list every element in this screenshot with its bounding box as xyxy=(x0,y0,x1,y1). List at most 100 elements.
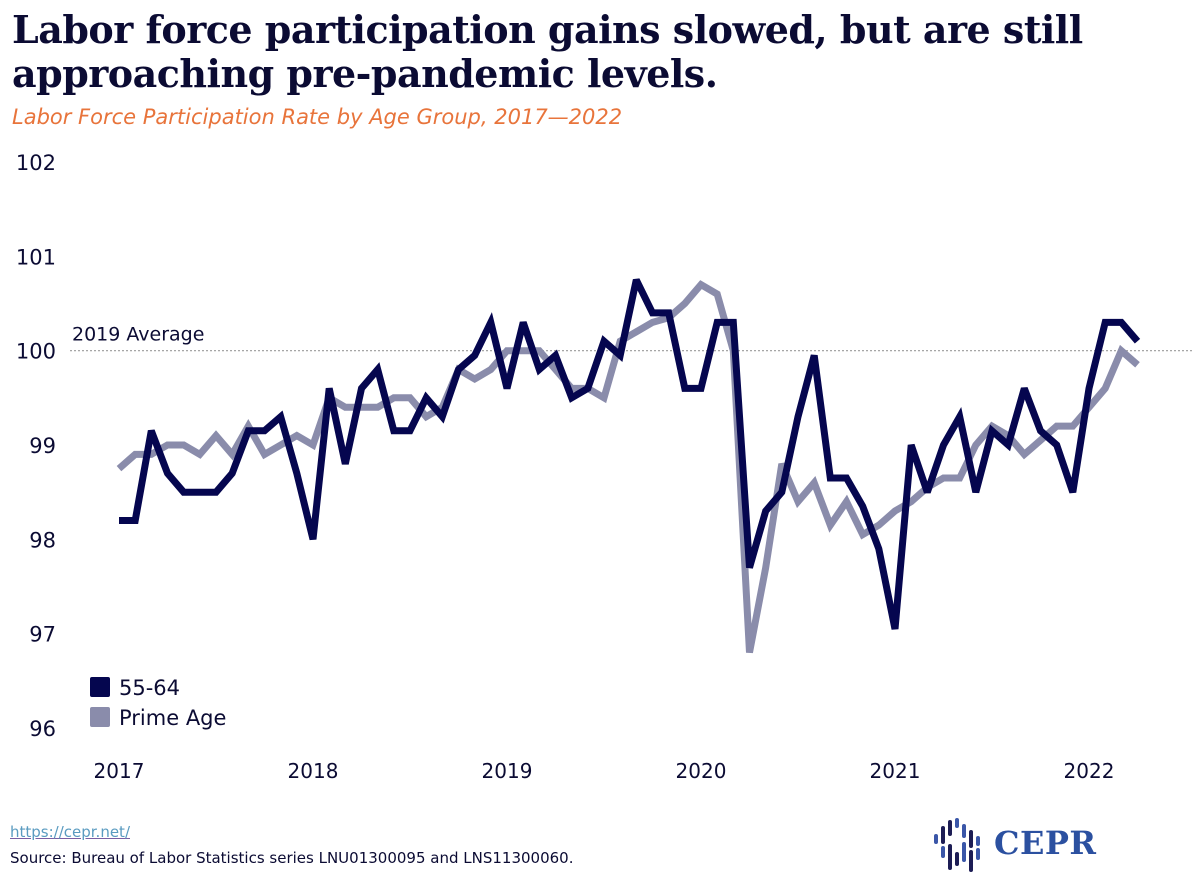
data-point-55-64 xyxy=(1022,386,1026,390)
data-point-55-64 xyxy=(602,339,606,343)
cepr-bars-logo-icon xyxy=(934,818,980,872)
data-point-prime-age xyxy=(214,434,218,438)
cepr-logo-text: CEPR xyxy=(994,824,1097,862)
y-tick-label: 102 xyxy=(16,151,56,175)
data-point-prime-age xyxy=(263,452,267,456)
legend-label-prime-age: Prime Age xyxy=(119,706,226,730)
data-point-prime-age xyxy=(182,443,186,447)
data-point-55-64 xyxy=(974,490,978,494)
data-point-55-64 xyxy=(796,415,800,419)
data-point-55-64 xyxy=(1071,490,1075,494)
cepr-link[interactable]: https://cepr.net/ xyxy=(10,823,130,841)
data-point-prime-age xyxy=(230,452,234,456)
x-tick-label: 2019 xyxy=(482,759,533,783)
data-point-55-64 xyxy=(537,368,541,372)
legend-label-55-64: 55-64 xyxy=(119,676,180,700)
data-point-prime-age xyxy=(1103,386,1107,390)
data-point-prime-age xyxy=(1022,452,1026,456)
data-point-prime-age xyxy=(893,509,897,513)
data-point-55-64 xyxy=(958,415,962,419)
data-point-prime-age xyxy=(133,452,137,456)
data-point-prime-age xyxy=(295,434,299,438)
data-point-55-64 xyxy=(651,311,655,315)
data-point-55-64 xyxy=(861,504,865,508)
data-point-prime-age xyxy=(1071,424,1075,428)
data-point-prime-age xyxy=(1119,349,1123,353)
data-point-55-64 xyxy=(408,429,412,433)
data-point-prime-age xyxy=(715,292,719,296)
data-point-55-64 xyxy=(246,429,250,433)
data-point-55-64 xyxy=(909,443,913,447)
data-point-55-64 xyxy=(327,386,331,390)
data-point-55-64 xyxy=(731,320,735,324)
data-point-55-64 xyxy=(925,490,929,494)
data-point-prime-age xyxy=(392,396,396,400)
y-tick-label: 97 xyxy=(29,623,56,647)
y-tick-label: 99 xyxy=(29,434,56,458)
data-point-55-64 xyxy=(893,627,897,631)
data-point-prime-age xyxy=(780,462,784,466)
y-tick-label: 98 xyxy=(29,528,56,552)
data-point-55-64 xyxy=(457,368,461,372)
data-point-55-64 xyxy=(117,518,121,522)
data-point-prime-age xyxy=(1039,438,1043,442)
data-point-55-64 xyxy=(586,386,590,390)
y-tick-label: 100 xyxy=(16,340,56,364)
data-point-prime-age xyxy=(198,452,202,456)
data-point-prime-age xyxy=(343,405,347,409)
data-point-55-64 xyxy=(521,320,525,324)
data-point-55-64 xyxy=(1087,386,1091,390)
data-point-55-64 xyxy=(1136,339,1140,343)
data-point-prime-age xyxy=(634,330,638,334)
data-point-55-64 xyxy=(198,490,202,494)
data-point-prime-age xyxy=(279,443,283,447)
data-point-prime-age xyxy=(812,481,816,485)
data-point-55-64 xyxy=(748,566,752,570)
data-point-prime-age xyxy=(376,405,380,409)
data-point-55-64 xyxy=(1119,320,1123,324)
data-point-prime-age xyxy=(974,443,978,447)
x-tick-label: 2017 xyxy=(94,759,145,783)
legend-swatch-55-64 xyxy=(90,677,110,697)
data-point-prime-age xyxy=(651,320,655,324)
data-point-55-64 xyxy=(554,353,558,357)
data-point-55-64 xyxy=(440,415,444,419)
data-point-prime-age xyxy=(166,443,170,447)
data-point-55-64 xyxy=(489,320,493,324)
series-group xyxy=(116,278,1141,654)
data-point-prime-age xyxy=(1136,363,1140,367)
data-point-prime-age xyxy=(958,476,962,480)
x-tick-label: 2020 xyxy=(676,759,727,783)
data-point-55-64 xyxy=(699,386,703,390)
data-point-55-64 xyxy=(1055,443,1059,447)
data-point-prime-age xyxy=(473,377,477,381)
x-tick-label: 2021 xyxy=(870,759,921,783)
y-tick-label: 101 xyxy=(16,245,56,269)
y-tick-label: 96 xyxy=(29,717,56,741)
data-point-prime-age xyxy=(861,533,865,537)
data-point-55-64 xyxy=(812,353,816,357)
legend-swatch-prime-age xyxy=(90,707,110,727)
data-point-55-64 xyxy=(570,396,574,400)
data-point-55-64 xyxy=(360,386,364,390)
data-point-55-64 xyxy=(828,476,832,480)
x-axis: 2017 2018 2019 2020 2021 2022 xyxy=(94,759,1115,783)
reference-line-group: 2019 Average xyxy=(70,324,1192,352)
data-point-prime-age xyxy=(764,566,768,570)
data-point-55-64 xyxy=(667,311,671,315)
x-tick-label: 2022 xyxy=(1064,759,1115,783)
data-point-55-64 xyxy=(618,353,622,357)
chart-subtitle: Labor Force Participation Rate by Age Gr… xyxy=(12,105,623,129)
data-point-55-64 xyxy=(263,429,267,433)
chart-title: Labor force participation gains slowed, … xyxy=(12,7,1083,96)
data-point-55-64 xyxy=(424,396,428,400)
x-tick-label: 2018 xyxy=(288,759,339,783)
data-point-prime-age xyxy=(796,500,800,504)
data-point-prime-age xyxy=(408,396,412,400)
data-point-prime-age xyxy=(828,523,832,527)
series-line-55-64 xyxy=(119,278,1141,630)
data-point-prime-age xyxy=(942,476,946,480)
data-point-prime-age xyxy=(845,500,849,504)
data-point-55-64 xyxy=(505,386,509,390)
